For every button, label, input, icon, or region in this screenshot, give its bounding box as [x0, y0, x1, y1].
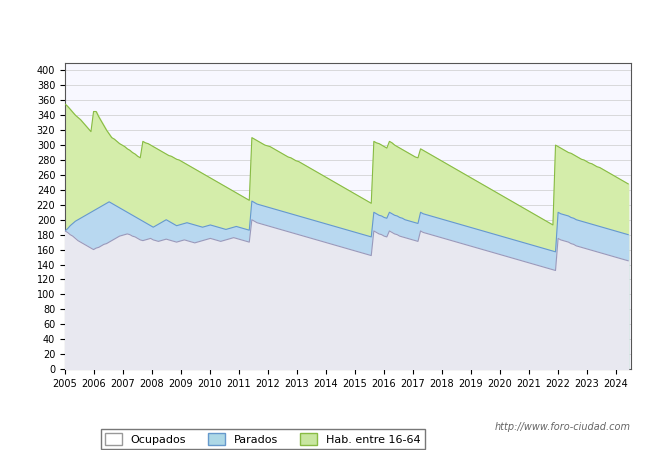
Text: http://www.foro-ciudad.com: http://www.foro-ciudad.com	[495, 422, 630, 432]
Text: Alicún de Ortega - Evolucion de la poblacion en edad de Trabajar Mayo de 2024: Alicún de Ortega - Evolucion de la pobla…	[58, 21, 592, 33]
Legend: Ocupados, Parados, Hab. entre 16-64: Ocupados, Parados, Hab. entre 16-64	[101, 429, 425, 449]
